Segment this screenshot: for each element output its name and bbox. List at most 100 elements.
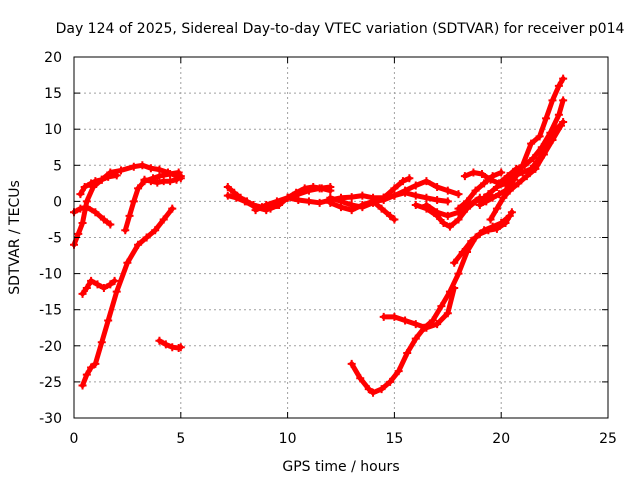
data-point-plus — [142, 233, 151, 242]
data-point-plus — [93, 280, 102, 289]
data-series-seg01 — [70, 203, 115, 229]
y-tick-label: 5 — [53, 158, 62, 174]
data-point-plus — [104, 316, 113, 325]
data-point-plus — [463, 197, 472, 206]
data-point-plus — [398, 177, 407, 186]
data-point-plus — [486, 215, 495, 224]
data-point-plus — [522, 172, 531, 181]
series-line — [370, 198, 397, 222]
data-point-plus — [232, 193, 241, 202]
data-point-plus — [97, 175, 106, 184]
series-line — [423, 195, 483, 219]
data-point-plus — [283, 193, 292, 202]
data-point-plus — [159, 215, 168, 224]
data-point-plus — [433, 195, 442, 204]
data-point-plus — [166, 177, 175, 186]
x-tick-label: 5 — [176, 431, 185, 447]
data-point-plus — [172, 175, 181, 184]
data-point-plus — [104, 172, 113, 181]
data-point-plus — [369, 197, 378, 206]
data-point-plus — [471, 233, 480, 242]
data-series-seg05 — [121, 168, 183, 235]
data-point-plus — [304, 197, 313, 206]
data-point-plus — [304, 186, 313, 195]
data-point-plus — [112, 287, 121, 296]
data-point-plus — [347, 206, 356, 215]
y-tick-label: -5 — [48, 231, 62, 247]
series-line — [381, 175, 412, 201]
data-point-plus — [527, 139, 536, 148]
data-point-plus — [337, 203, 345, 212]
data-point-plus — [499, 193, 508, 202]
data-point-plus — [390, 312, 399, 321]
data-point-plus — [347, 193, 356, 202]
data-point-plus — [377, 204, 386, 213]
data-point-plus — [475, 193, 484, 202]
y-tick-label: -10 — [39, 267, 62, 283]
data-point-plus — [116, 166, 125, 175]
data-point-plus — [99, 215, 108, 224]
y-axis-label: SDTVAR / TECUs — [7, 180, 23, 295]
data-point-plus — [379, 193, 388, 202]
data-point-plus — [488, 222, 497, 231]
data-point-plus — [422, 193, 431, 202]
data-point-plus — [262, 201, 271, 210]
data-point-plus — [155, 336, 164, 345]
data-point-plus — [484, 190, 493, 199]
data-point-plus — [450, 258, 459, 267]
data-point-plus — [497, 168, 506, 177]
y-tick-label: 15 — [44, 86, 62, 102]
data-point-plus — [82, 370, 91, 379]
data-point-plus — [405, 174, 414, 183]
data-series-seg24 — [347, 211, 514, 397]
data-point-plus — [554, 81, 563, 90]
data-point-plus — [492, 204, 501, 213]
data-point-plus — [112, 171, 121, 180]
chart-title: Day 124 of 2025, Sidereal Day-to-day VTE… — [56, 21, 625, 37]
data-point-plus — [433, 182, 442, 191]
data-series-seg06 — [78, 276, 119, 298]
data-point-plus — [539, 150, 548, 159]
data-point-plus — [411, 181, 420, 190]
y-tick-label: -15 — [39, 303, 62, 319]
data-point-plus — [450, 284, 459, 293]
x-axis-label: GPS time / hours — [282, 459, 399, 475]
data-point-plus — [379, 312, 388, 321]
data-point-plus — [125, 211, 134, 220]
data-point-plus — [87, 363, 96, 372]
data-point-plus — [129, 162, 138, 171]
data-point-plus — [443, 186, 452, 195]
series-line — [80, 206, 175, 388]
y-tick-label: -20 — [39, 339, 62, 355]
data-point-plus — [326, 198, 335, 207]
data-point-plus — [356, 374, 365, 383]
data-point-plus — [443, 197, 452, 206]
data-point-plus — [74, 229, 83, 238]
data-point-plus — [138, 161, 147, 170]
data-point-plus — [166, 169, 175, 178]
data-point-plus — [463, 247, 472, 256]
data-series-seg14 — [379, 174, 414, 202]
data-point-plus — [445, 222, 454, 231]
data-point-plus — [76, 190, 85, 199]
data-point-plus — [174, 168, 183, 177]
data-point-plus — [80, 182, 89, 191]
y-tick-label: -25 — [39, 375, 62, 391]
y-tick-label: 0 — [53, 194, 62, 210]
data-point-plus — [480, 226, 489, 235]
data-point-plus — [151, 226, 160, 235]
data-point-plus — [548, 96, 557, 105]
data-series-seg03 — [76, 171, 121, 199]
data-point-plus — [514, 179, 523, 188]
data-point-plus — [454, 215, 463, 224]
data-point-plus — [149, 174, 158, 183]
x-tick-label: 25 — [599, 431, 617, 447]
x-tick-label: 15 — [385, 431, 403, 447]
data-point-plus — [134, 240, 143, 249]
data-point-plus — [439, 219, 448, 228]
data-point-plus — [501, 179, 510, 188]
data-point-plus — [223, 182, 232, 191]
data-point-plus — [433, 208, 442, 217]
data-point-plus — [411, 320, 420, 329]
data-series-seg08 — [155, 336, 185, 352]
